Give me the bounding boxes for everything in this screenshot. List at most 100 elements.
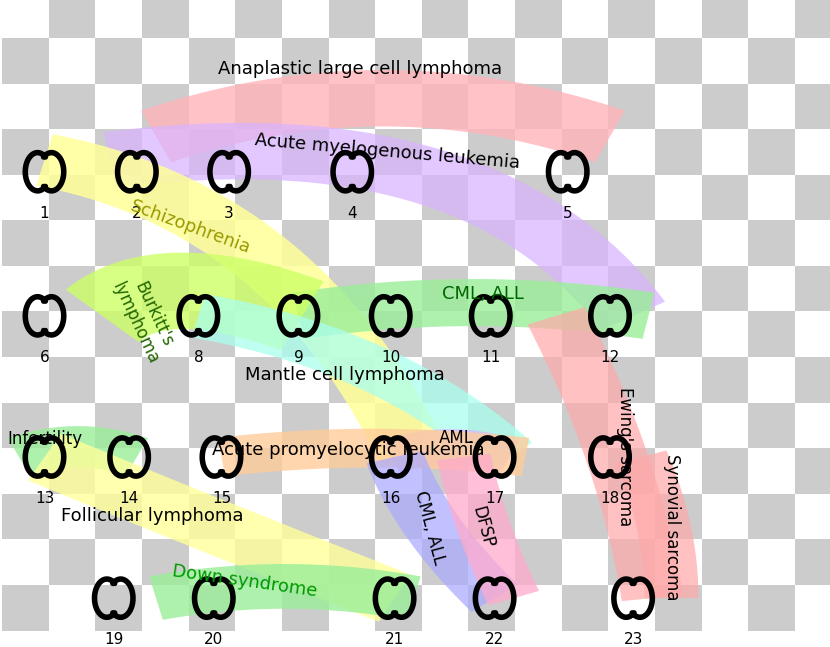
Bar [608, 494, 655, 540]
Bar [748, 540, 795, 585]
Polygon shape [149, 564, 421, 620]
Bar [701, 540, 748, 585]
Bar [748, 311, 795, 357]
Bar [142, 175, 188, 220]
Text: 8: 8 [193, 350, 203, 365]
Bar [422, 175, 468, 220]
Bar [188, 494, 236, 540]
Bar [468, 311, 515, 357]
Bar [748, 402, 795, 448]
Polygon shape [192, 294, 532, 472]
Bar [515, 220, 562, 266]
Text: 9: 9 [294, 350, 303, 365]
Bar [375, 585, 422, 631]
Text: DFSP: DFSP [469, 505, 497, 551]
Bar [282, 83, 329, 129]
Bar [236, 311, 282, 357]
Bar [468, 83, 515, 129]
Bar [795, 175, 830, 220]
Bar [2, 129, 49, 175]
Bar [142, 357, 188, 402]
Bar [748, 175, 795, 220]
Bar [142, 0, 188, 38]
Bar [282, 129, 329, 175]
Bar [142, 540, 188, 585]
Bar [748, 357, 795, 402]
Polygon shape [7, 426, 148, 476]
Bar [188, 175, 236, 220]
Bar [236, 129, 282, 175]
Bar [701, 585, 748, 631]
Polygon shape [37, 135, 447, 466]
Bar [515, 540, 562, 585]
Text: 22: 22 [485, 632, 505, 647]
Text: 3: 3 [224, 206, 234, 221]
Bar [142, 448, 188, 494]
Bar [2, 540, 49, 585]
Text: CML, ALL: CML, ALL [411, 488, 447, 566]
Bar [562, 494, 608, 540]
Bar [236, 540, 282, 585]
Bar [422, 402, 468, 448]
Bar [375, 175, 422, 220]
Bar [2, 83, 49, 129]
Bar [795, 540, 830, 585]
Bar [562, 311, 608, 357]
Bar [608, 175, 655, 220]
Bar [282, 220, 329, 266]
Bar [701, 175, 748, 220]
Bar [188, 585, 236, 631]
Bar [562, 220, 608, 266]
Polygon shape [28, 433, 411, 622]
Bar [49, 220, 95, 266]
Bar [49, 540, 95, 585]
Bar [795, 311, 830, 357]
Bar [2, 494, 49, 540]
Text: AML: AML [438, 428, 474, 446]
Bar [375, 0, 422, 38]
Text: Ewing's sarcoma: Ewing's sarcoma [617, 388, 634, 527]
Bar [608, 585, 655, 631]
Bar [795, 448, 830, 494]
Bar [49, 494, 95, 540]
Bar [236, 448, 282, 494]
Bar [329, 448, 375, 494]
Text: 10: 10 [381, 350, 400, 365]
Bar [515, 175, 562, 220]
Bar [2, 220, 49, 266]
Bar [422, 494, 468, 540]
Text: Infertility: Infertility [7, 430, 82, 448]
Bar [375, 266, 422, 311]
Bar [282, 0, 329, 38]
Bar [748, 448, 795, 494]
Bar [795, 494, 830, 540]
Text: 15: 15 [212, 491, 231, 506]
Bar [49, 448, 95, 494]
Bar [468, 585, 515, 631]
Bar [188, 266, 236, 311]
Bar [468, 402, 515, 448]
Text: 18: 18 [600, 491, 620, 506]
Bar [795, 357, 830, 402]
Bar [795, 38, 830, 83]
Bar [95, 0, 142, 38]
Bar [142, 83, 188, 129]
Text: 11: 11 [481, 350, 500, 365]
Bar [608, 448, 655, 494]
Bar [468, 0, 515, 38]
Bar [748, 129, 795, 175]
Bar [188, 448, 236, 494]
Bar [795, 585, 830, 631]
Bar [375, 448, 422, 494]
Bar [422, 266, 468, 311]
Bar [236, 266, 282, 311]
Bar [282, 266, 329, 311]
Bar [701, 0, 748, 38]
Text: 23: 23 [623, 632, 642, 647]
Text: 19: 19 [104, 632, 124, 647]
Text: Follicular lymphoma: Follicular lymphoma [61, 507, 243, 525]
Bar [236, 0, 282, 38]
Polygon shape [437, 454, 539, 606]
Text: 2: 2 [132, 206, 142, 221]
Bar [375, 357, 422, 402]
